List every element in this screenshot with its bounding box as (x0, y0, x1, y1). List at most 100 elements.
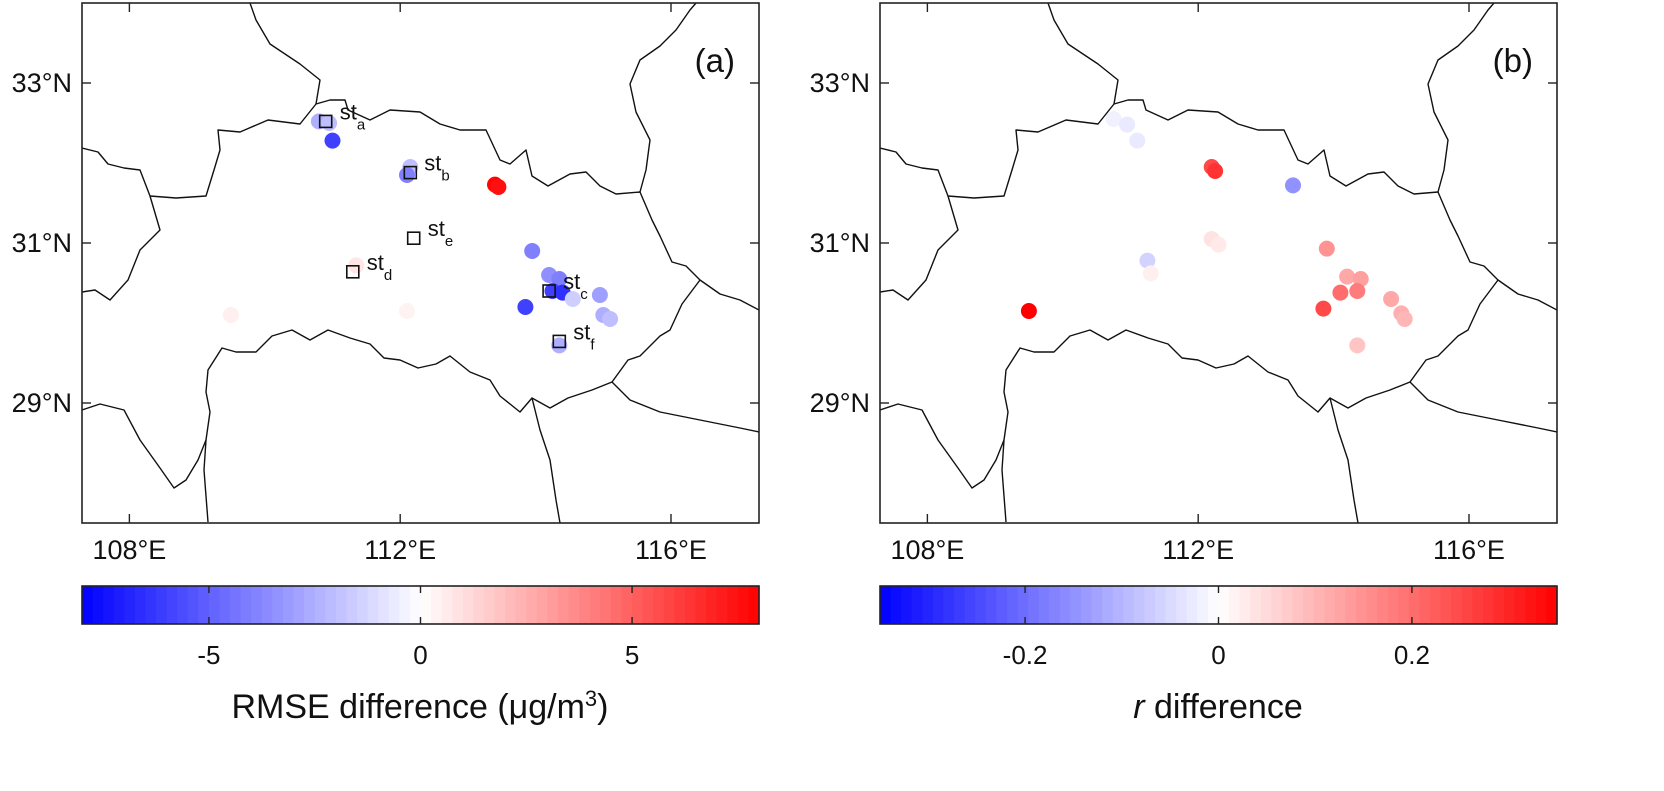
colorbar-cell (1102, 586, 1114, 624)
colorbar-cell (462, 586, 474, 624)
site-point (524, 243, 541, 259)
site-point (490, 179, 507, 195)
y-tick-label: 31°N (12, 228, 72, 258)
station-label: stf (573, 319, 595, 353)
colorbar-cell (1133, 586, 1146, 624)
province-boundary-lines (880, 99, 1499, 523)
colorbar-cell (314, 586, 326, 624)
site-point (517, 299, 534, 315)
colorbar-cell (642, 586, 654, 624)
colorbar-cell (547, 586, 559, 624)
colorbar-tick-label: 0 (413, 640, 427, 670)
colorbar-cell (975, 586, 987, 624)
colorbar-cell (943, 586, 955, 624)
colorbar-cell (695, 586, 707, 624)
colorbar-cell (494, 586, 506, 624)
colorbar-cell (1546, 586, 1558, 624)
colorbar-cell (610, 586, 623, 624)
panel-a-stations: sta stb stc std ste stf (318, 99, 595, 353)
panel-a-map: sta stb stc std ste stf (a) 108°E 112°E 116°E 3… (12, 2, 760, 565)
colorbar-cell (632, 586, 644, 624)
colorbar-cell (748, 586, 760, 624)
station-marker (406, 231, 421, 245)
colorbar-cell (166, 586, 178, 624)
colorbar-cell (653, 586, 665, 624)
station-label: stb (424, 151, 449, 185)
colorbar-cell (1430, 586, 1442, 624)
site-point (602, 311, 619, 327)
boundary-south-east-2 (611, 381, 759, 433)
colorbar-cell (1504, 586, 1516, 624)
colorbar-cell (911, 586, 923, 624)
colorbar-cell (230, 586, 242, 624)
colorbar-cell (1377, 586, 1389, 624)
y-tick-label: 33°N (810, 68, 870, 98)
site-point (1383, 291, 1400, 307)
site-point (1105, 111, 1122, 127)
colorbar-cell (388, 586, 400, 624)
colorbar-cell (378, 586, 390, 624)
colorbar-cell (674, 586, 686, 624)
x-tick-label: 108°E (890, 535, 964, 565)
colorbar-cell (1006, 586, 1019, 624)
colorbar-cell (1250, 586, 1262, 624)
colorbar-a-title: RMSE difference (μg/m3) (232, 686, 609, 727)
colorbar-cell (219, 586, 231, 624)
colorbar-cell (124, 586, 136, 624)
site-point (1396, 311, 1413, 327)
colorbar-tick-label: 0 (1211, 640, 1225, 670)
colorbar-cell (737, 586, 750, 624)
colorbar-tick-label: -5 (197, 640, 220, 670)
colorbar-cell (1123, 586, 1135, 624)
panel-b-map: (b) 108°E 112°E 116°E 33°N 31°N 29°N (810, 2, 1558, 565)
boundary-west (82, 195, 161, 301)
y-tick-label: 29°N (810, 388, 870, 418)
colorbar-cell (483, 586, 496, 624)
colorbar-cell (1049, 586, 1061, 624)
colorbar-cell (1165, 586, 1177, 624)
panel-b-label: (b) (1493, 42, 1533, 79)
colorbar-cell (663, 586, 675, 624)
y-tick-label: 31°N (810, 228, 870, 258)
colorbar-cell (890, 586, 902, 624)
colorbar-cell (1155, 586, 1167, 624)
colorbar-cell (113, 586, 125, 624)
colorbar-cell (282, 586, 295, 624)
colorbar-cell (880, 586, 892, 624)
colorbar-cell (431, 586, 443, 624)
site-point (551, 271, 568, 287)
station-marker (542, 284, 556, 298)
colorbar-cell (1197, 586, 1209, 624)
site-point (564, 291, 581, 307)
colorbar-cell (1334, 586, 1347, 624)
colorbar-cell (1017, 586, 1029, 624)
colorbar-cell (727, 586, 739, 624)
colorbar-cell (1207, 586, 1220, 624)
colorbar-cell (1281, 586, 1294, 624)
colorbar-cell (1525, 586, 1537, 624)
boundary-southeast (1329, 397, 1359, 523)
colorbar-cell (1080, 586, 1093, 624)
colorbar-cell (240, 586, 252, 624)
colorbar-cell (1038, 586, 1050, 624)
colorbar-cell (579, 586, 591, 624)
site-point (1139, 252, 1156, 269)
colorbar-tick-label: 0.2 (1394, 640, 1430, 670)
panel-a-x-axis: 108°E 112°E 116°E (92, 3, 707, 565)
colorbar-cell (1028, 586, 1040, 624)
colorbar-cell (420, 586, 432, 624)
site-point (324, 132, 341, 149)
panel-a-colorbar: -5 0 5 RMSE difference (μg/m3) (81, 585, 760, 727)
colorbar-cell (304, 586, 316, 624)
colorbar-cell (1482, 586, 1495, 624)
site-point (1349, 283, 1366, 299)
panel-b-x-axis: 108°E 112°E 116°E (890, 3, 1505, 565)
colorbar-cell (1324, 586, 1336, 624)
colorbar-cell (335, 586, 348, 624)
colorbar-cell (1461, 586, 1473, 624)
site-point (222, 307, 239, 323)
colorbar-cell (367, 586, 379, 624)
colorbar-cell (187, 586, 199, 624)
colorbar-cell (985, 586, 997, 624)
